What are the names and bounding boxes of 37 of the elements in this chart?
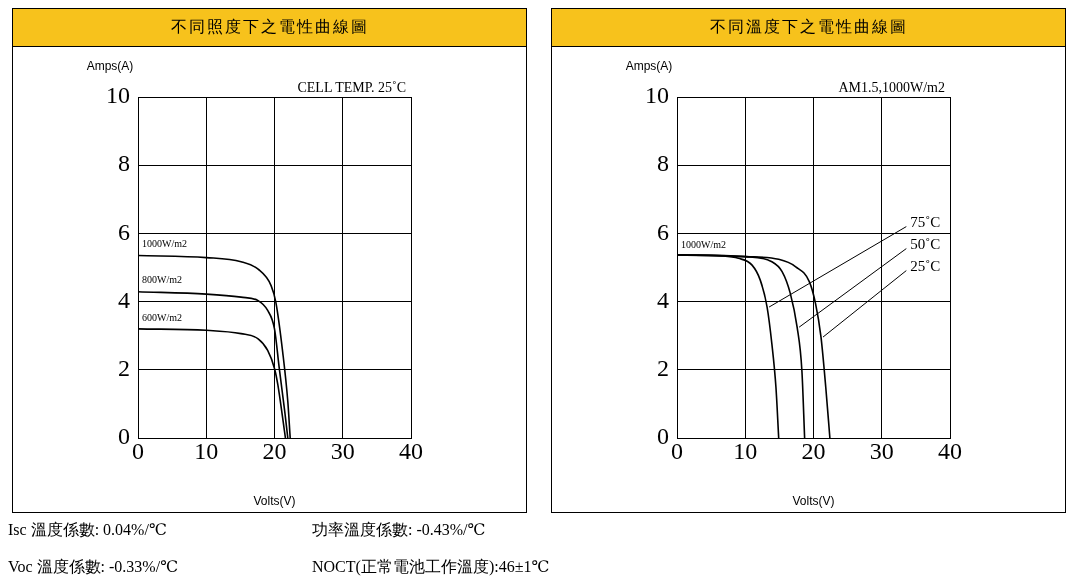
y-tick-label: 4: [657, 286, 669, 313]
text: 50˚C: [910, 235, 941, 252]
y-tick-label: 2: [657, 355, 669, 382]
series-label: 600W/m2: [142, 311, 182, 323]
y-tick-label: 4: [118, 286, 130, 313]
x-tick-label: 20: [801, 437, 826, 464]
series-label: 1000W/m2: [142, 238, 187, 250]
x-tick-label: 30: [330, 437, 355, 464]
y-tick-label: 10: [106, 82, 130, 109]
x-tick-label: 40: [399, 437, 423, 464]
x-axis-title: Volts(V): [792, 494, 835, 509]
y-tick-label: 2: [118, 355, 130, 382]
text: Voc 溫度係數: -0.33%/℃: [8, 557, 180, 577]
series-label: 800W/m2: [142, 274, 182, 286]
x-tick-label: 30: [869, 437, 894, 464]
chart-title: 不同溫度下之電性曲線圖: [552, 9, 1065, 47]
y-axis-title: Amps(A): [625, 59, 673, 74]
text: NOCT(正常電池工作溫度):46±1℃: [312, 557, 551, 578]
x-axis-title: Volts(V): [253, 494, 296, 509]
x-tick-label: 40: [938, 437, 962, 464]
text: 25˚C: [910, 257, 941, 274]
annotation: 1000W/m2: [681, 238, 726, 250]
x-tick-label: 10: [194, 437, 219, 464]
text: AM1.5,1000W/m2: [838, 79, 945, 95]
y-axis-title: Amps(A): [86, 59, 134, 74]
text: 75˚C: [910, 213, 941, 230]
y-tick-label: 10: [645, 82, 669, 109]
y-tick-label: 8: [118, 150, 130, 177]
x-tick-label: 20: [262, 437, 287, 464]
text: Isc 溫度係數: 0.04%/℃: [8, 520, 168, 540]
chart-title: 不同照度下之電性曲線圖: [13, 9, 526, 47]
x-tick-label: 10: [733, 437, 758, 464]
y-tick-label: 6: [657, 218, 669, 245]
text: CELL TEMP. 25˚C: [297, 79, 406, 95]
y-tick-label: 8: [657, 150, 669, 177]
y-tick-label: 6: [118, 218, 130, 245]
text: 功率溫度係數: -0.43%/℃: [312, 520, 487, 540]
